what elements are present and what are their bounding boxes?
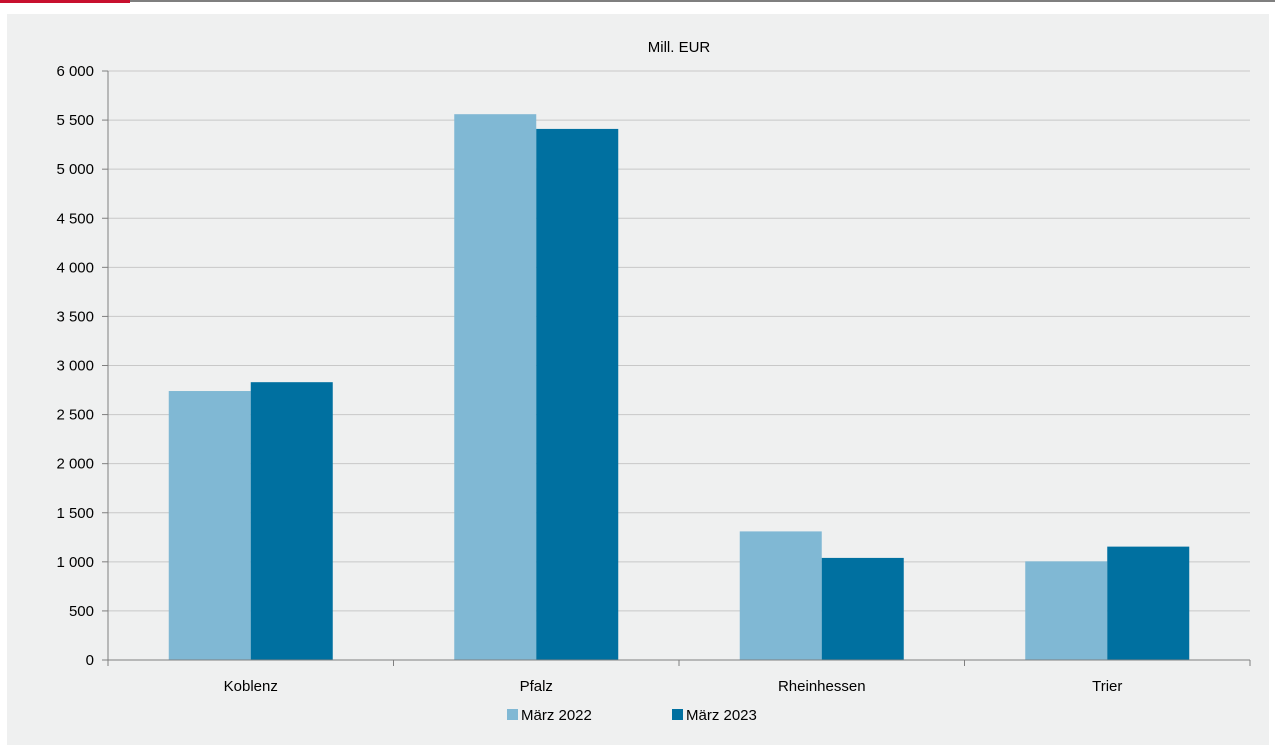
y-tick-label: 2 000 [56,456,94,473]
x-tick-label: Pfalz [520,678,553,695]
bar-koblenz-2022 [168,391,251,660]
bar-pfalz-2022 [454,114,537,660]
y-tick-labels: 0 500 1 000 1 500 2 000 2 500 3 000 3 500 4 000 4… [56,63,94,669]
x-tick-label: Rheinhessen [778,678,866,695]
bars [168,114,1190,660]
legend-swatch [672,709,683,720]
x-tick-label: Koblenz [224,678,278,695]
chart-title: Mill. EUR [648,39,711,56]
header-accent-bar [0,0,130,3]
legend-swatch [507,709,518,720]
legend-label: März 2023 [686,707,757,724]
y-tick-label: 5 000 [56,161,94,178]
bar-pfalz-2023 [536,128,619,660]
legend-label: März 2022 [521,707,592,724]
x-tick-labels: Koblenz Pfalz Rheinhessen Trier [224,678,1123,695]
y-tick-label: 5 500 [56,112,94,129]
y-tick-label: 1 500 [56,505,94,522]
header-bar-background [0,0,1275,5]
y-tick-label: 1 000 [56,554,94,571]
bar-rheinhessen-2022 [739,531,822,660]
y-tick-label: 6 000 [56,63,94,80]
bar-trier-2022 [1025,561,1108,660]
x-tick-label: Trier [1092,678,1122,695]
y-tick-label: 3 500 [56,308,94,325]
y-tick-label: 2 500 [56,407,94,424]
header-rule [130,0,1275,2]
y-tick-label: 3 000 [56,358,94,375]
y-tick-label: 4 500 [56,210,94,227]
y-tick-label: 500 [69,603,94,620]
y-tick-label: 4 000 [56,259,94,276]
bar-trier-2023 [1107,546,1190,660]
legend: März 2022 März 2023 [507,707,757,724]
axes [102,70,1251,666]
y-tick-label: 0 [86,652,94,669]
bar-koblenz-2023 [250,382,333,660]
bar-rheinhessen-2023 [821,557,904,660]
